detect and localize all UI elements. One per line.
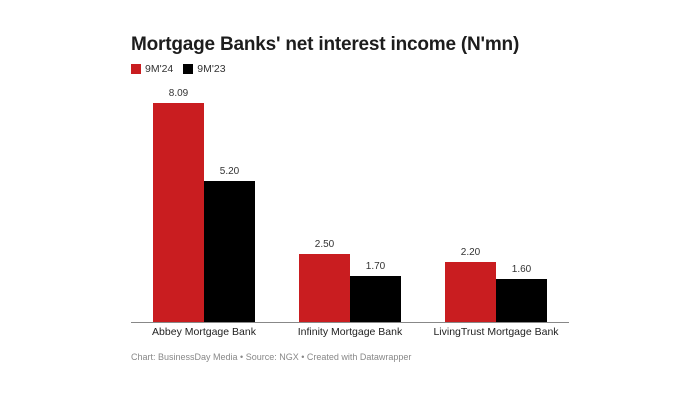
bar-9m24-0 xyxy=(153,103,204,322)
bar-value-label: 2.20 xyxy=(460,247,481,258)
chart-footer: Chart: BusinessDay Media • Source: NGX •… xyxy=(131,352,412,362)
legend-label-9m24: 9M'24 xyxy=(145,63,174,75)
bar-9m24-2 xyxy=(445,262,496,322)
legend-item-9m23: 9M'23 xyxy=(183,63,226,75)
bar-9m23-2 xyxy=(496,279,547,322)
bar-value-label: 2.50 xyxy=(314,239,335,250)
x-axis-category-label: Abbey Mortgage Bank xyxy=(152,326,256,338)
bar-9m23-0 xyxy=(204,181,255,322)
bar-value-label: 5.20 xyxy=(219,166,240,177)
legend-swatch-9m23 xyxy=(183,64,194,74)
bar-value-label: 8.09 xyxy=(168,88,189,99)
bar-value-label: 1.70 xyxy=(365,261,386,272)
x-axis-category-label: LivingTrust Mortgage Bank xyxy=(433,326,559,338)
x-axis-category-label: Infinity Mortgage Bank xyxy=(297,326,403,338)
legend: 9M'24 9M'23 xyxy=(131,63,236,75)
legend-label-9m23: 9M'23 xyxy=(197,63,226,75)
x-axis-line xyxy=(131,322,569,323)
chart-title: Mortgage Banks' net interest income (N'm… xyxy=(131,34,520,55)
legend-swatch-9m24 xyxy=(131,64,141,74)
bar-9m24-1 xyxy=(299,254,350,322)
bar-9m23-1 xyxy=(350,276,401,322)
legend-item-9m24: 9M'24 xyxy=(131,63,173,75)
bar-value-label: 1.60 xyxy=(511,264,532,275)
